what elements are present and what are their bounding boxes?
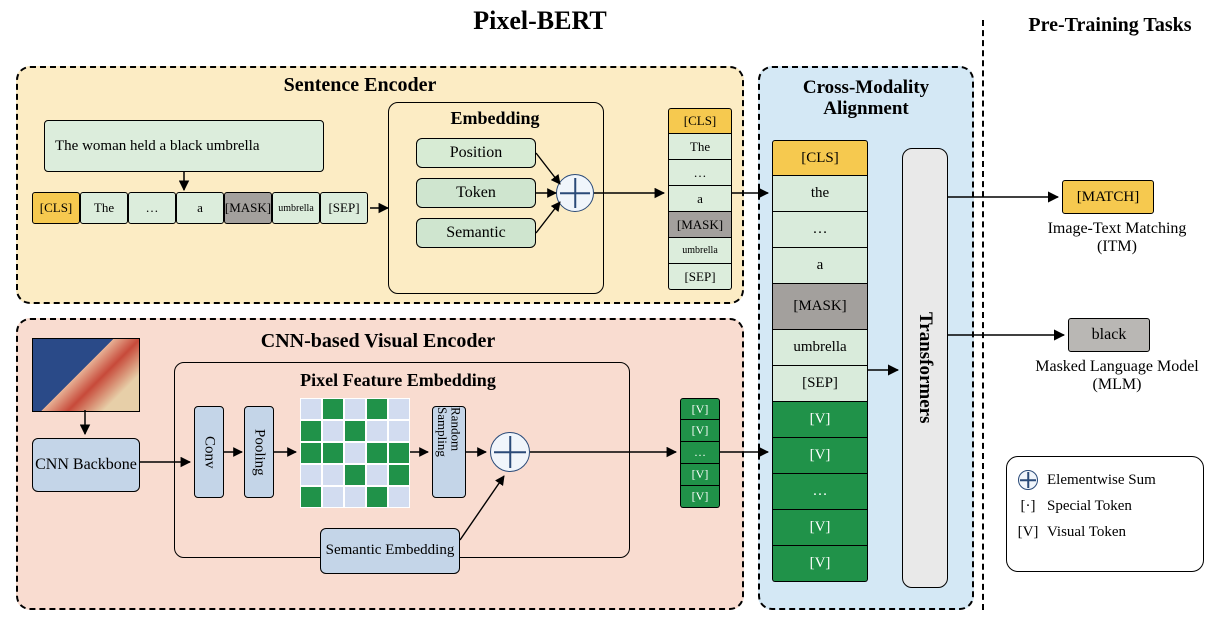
pool-block: Pooling bbox=[244, 406, 274, 498]
cross-token-4: [MASK] bbox=[772, 284, 868, 330]
conv-block: Conv bbox=[194, 406, 224, 498]
random-sampling: Random Sampling bbox=[432, 406, 466, 498]
embedding-token: Token bbox=[416, 178, 536, 208]
transformers-block: Transformers bbox=[902, 148, 948, 588]
mlm-output: black bbox=[1068, 318, 1150, 352]
sent-out-5: umbrella bbox=[668, 238, 732, 264]
cross-token-10: [V] bbox=[772, 510, 868, 546]
legend-sum: Elementwise Sum bbox=[1017, 469, 1193, 491]
legend-visual-label: Visual Token bbox=[1047, 524, 1126, 541]
cross-token-11: [V] bbox=[772, 546, 868, 582]
vis-out-0: [V] bbox=[680, 398, 720, 420]
sent-out-4: [MASK] bbox=[668, 212, 732, 238]
cross-token-3: a bbox=[772, 248, 868, 284]
sentence-title: Sentence Encoder bbox=[210, 74, 510, 97]
token-…: … bbox=[128, 192, 176, 224]
token-umbrella: umbrella bbox=[272, 192, 320, 224]
cross-token-6: [SEP] bbox=[772, 366, 868, 402]
cross-token-5: umbrella bbox=[772, 330, 868, 366]
feature-grid bbox=[300, 398, 410, 508]
main-title: Pixel-BERT bbox=[380, 6, 700, 36]
vis-out-3: [V] bbox=[680, 464, 720, 486]
legend-special-icon: [·] bbox=[1017, 495, 1039, 517]
itm-caption: Image-Text Matching (ITM) bbox=[1042, 220, 1192, 257]
cnn-backbone: CNN Backbone bbox=[32, 438, 140, 492]
vis-out-2: … bbox=[680, 442, 720, 464]
embedding-semantic: Semantic bbox=[416, 218, 536, 248]
semantic-embedding: Semantic Embedding bbox=[320, 528, 460, 574]
token-sep: [SEP] bbox=[320, 192, 368, 224]
visual-title: CNN-based Visual Encoder bbox=[208, 330, 548, 353]
visual-output-stack: [V][V]…[V][V] bbox=[680, 398, 720, 508]
token-mask: [MASK] bbox=[224, 192, 272, 224]
embedding-position: Position bbox=[416, 138, 536, 168]
sentence-output-stack: [CLS]The…a[MASK]umbrella[SEP] bbox=[668, 108, 732, 290]
cross-title: Cross-Modality Alignment bbox=[774, 78, 958, 120]
cross-token-2: … bbox=[772, 212, 868, 248]
vis-out-4: [V] bbox=[680, 486, 720, 508]
mlm-caption: Masked Language Model (MLM) bbox=[1034, 358, 1200, 395]
match-output: [MATCH] bbox=[1062, 180, 1154, 214]
token-a: a bbox=[176, 192, 224, 224]
legend-box: Elementwise Sum [·] Special Token [V] Vi… bbox=[1006, 456, 1204, 572]
sent-out-2: … bbox=[668, 160, 732, 186]
sum-icon-visual bbox=[490, 432, 530, 472]
input-image-placeholder bbox=[32, 338, 140, 412]
legend-visual-icon: [V] bbox=[1017, 521, 1039, 543]
cross-token-8: [V] bbox=[772, 438, 868, 474]
input-sentence: The woman held a black umbrella bbox=[44, 120, 324, 172]
sentence-encoder-region bbox=[16, 66, 744, 304]
legend-special: [·] Special Token bbox=[1017, 495, 1193, 517]
pixel-title: Pixel Feature Embedding bbox=[258, 370, 538, 391]
cross-token-7: [V] bbox=[772, 402, 868, 438]
sent-out-3: a bbox=[668, 186, 732, 212]
cross-token-stack: [CLS]the…a[MASK]umbrella[SEP][V][V]…[V][… bbox=[772, 140, 868, 582]
sent-out-0: [CLS] bbox=[668, 108, 732, 134]
separator bbox=[982, 20, 984, 610]
legend-sum-label: Elementwise Sum bbox=[1047, 472, 1156, 489]
legend-visual: [V] Visual Token bbox=[1017, 521, 1193, 543]
vis-out-1: [V] bbox=[680, 420, 720, 442]
cross-token-1: the bbox=[772, 176, 868, 212]
sent-out-6: [SEP] bbox=[668, 264, 732, 290]
sent-out-1: The bbox=[668, 134, 732, 160]
legend-sum-icon bbox=[1018, 470, 1038, 490]
embedding-title: Embedding bbox=[420, 108, 570, 129]
sum-icon-sentence bbox=[556, 174, 594, 212]
legend-special-label: Special Token bbox=[1047, 498, 1132, 515]
cross-token-9: … bbox=[772, 474, 868, 510]
token-cls: [CLS] bbox=[32, 192, 80, 224]
cross-token-0: [CLS] bbox=[772, 140, 868, 176]
pretrain-title: Pre-Training Tasks bbox=[1010, 14, 1210, 37]
token-the: The bbox=[80, 192, 128, 224]
